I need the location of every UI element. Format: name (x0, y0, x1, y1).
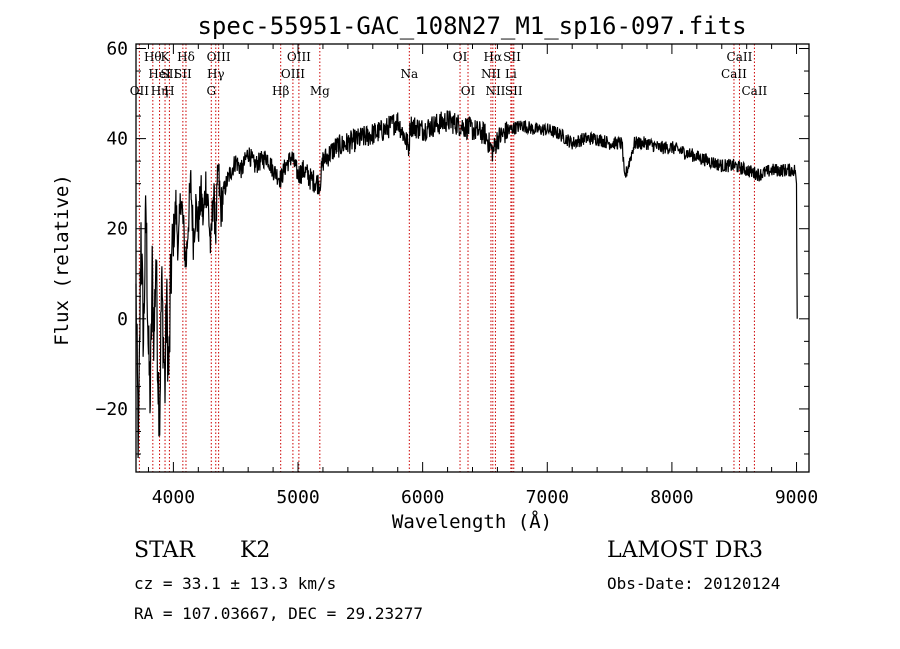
marker-label-5-0: Hδ (177, 50, 195, 64)
y-axis-label: Flux (relative) (51, 174, 73, 346)
marker-label-4-1: H (164, 84, 174, 98)
coordinates-text: RA = 107.03667, DEC = 29.23277 (134, 604, 423, 623)
object-class: STAR (134, 538, 195, 563)
marker-label-24-0: CaII (727, 50, 753, 64)
marker-label-1-0: Hθ (144, 50, 162, 64)
survey-name: LAMOST DR3 (607, 538, 763, 563)
marker-label-14-0: Na (400, 67, 418, 81)
object-subclass: K2 (240, 538, 271, 563)
y-tick-label-20: 20 (106, 219, 128, 240)
x-tick-label-7000: 7000 (526, 487, 569, 508)
marker-label-10-0: Hβ (272, 84, 289, 98)
x-axis-label: Wavelength (Å) (392, 510, 552, 533)
redshift-text: cz = 33.1 ± 13.3 km/s (134, 574, 337, 593)
marker-label-21-0: SII (503, 50, 521, 64)
marker-label-2-1: Hη (151, 84, 169, 98)
spectral-line-markers (138, 44, 755, 472)
marker-label-2-0: HeI (148, 67, 171, 81)
x-tick-label-5000: 5000 (276, 487, 319, 508)
x-tick-label-4000: 4000 (152, 487, 195, 508)
marker-label-9-0: OIII (207, 50, 231, 64)
marker-label-3-0: K (161, 50, 171, 64)
marker-label-4-0: SII (161, 67, 179, 81)
marker-label-20-0: Li (505, 67, 517, 81)
marker-label-19-0: NII (485, 84, 505, 98)
y-axis: −20 0 20 40 60 (95, 39, 809, 455)
marker-label-25-0: CaII (741, 84, 767, 98)
marker-label-11-0: OIII (281, 67, 305, 81)
x-tick-label-9000: 9000 (775, 487, 818, 508)
y-tick-label-40: 40 (106, 129, 128, 150)
marker-label-15-0: OI (453, 50, 468, 64)
obs-date-text: Obs-Date: 20120124 (607, 574, 781, 593)
marker-label-18-0: Hα (484, 50, 503, 64)
marker-label-16-0: OI (461, 84, 476, 98)
plot-frame (135, 43, 810, 473)
marker-label-8-0: Hγ (207, 67, 225, 81)
marker-label-12-0: OIII (287, 50, 311, 64)
flux-series-line (135, 110, 798, 459)
marker-label-13-0: Mg (310, 84, 330, 98)
x-axis: 4000 5000 6000 7000 8000 9000 (147, 44, 818, 508)
marker-label-6-0: SII (174, 67, 192, 81)
spectral-line-labels: OIIHθHeIHηKSIIHHδSIIGHγOIIIHβOIIIOIIIMgN… (130, 50, 768, 98)
y-tick-label-0: 0 (117, 309, 128, 330)
x-tick-label-6000: 6000 (401, 487, 444, 508)
y-tick-label--20: −20 (95, 399, 128, 420)
chart-title: spec-55951-GAC_108N27_M1_sp16-097.fits (197, 12, 746, 40)
marker-label-17-0: NII (481, 67, 501, 81)
x-tick-label-8000: 8000 (650, 487, 693, 508)
marker-label-7-0: G (206, 84, 216, 98)
y-tick-label-60: 60 (106, 39, 128, 60)
marker-label-23-0: CaII (721, 67, 747, 81)
marker-label-22-0: SII (505, 84, 523, 98)
marker-label-0-0: OII (130, 84, 150, 98)
